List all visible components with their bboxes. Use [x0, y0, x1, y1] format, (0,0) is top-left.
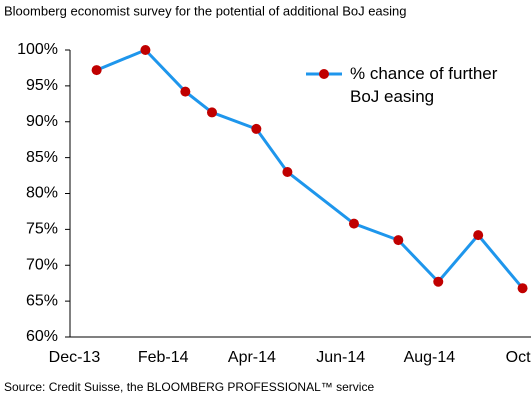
y-tick-label: 100%	[17, 41, 58, 58]
data-point	[140, 45, 151, 55]
y-tick-label: 80%	[26, 185, 58, 202]
y-tick-label: 70%	[26, 256, 58, 273]
data-point	[393, 235, 404, 246]
x-tick-label: Jun-14	[316, 349, 365, 366]
x-tick-label: Dec-13	[49, 349, 101, 366]
data-point	[517, 283, 528, 294]
data-point	[180, 86, 191, 97]
data-point	[473, 230, 484, 241]
data-point	[348, 218, 359, 229]
y-tick-label: 95%	[26, 77, 58, 94]
source-note: Source: Credit Suisse, the BLOOMBERG PRO…	[4, 380, 374, 394]
data-point	[282, 166, 293, 177]
data-point	[91, 65, 102, 76]
x-tick-label: Feb-14	[138, 349, 189, 366]
chart-title: Bloomberg economist survey for the poten…	[4, 3, 407, 18]
x-tick-label: Oct	[506, 349, 531, 366]
legend-label: % chance of further BoJ easing	[350, 64, 498, 106]
legend-marker	[319, 69, 329, 79]
x-tick-label: Aug-14	[404, 349, 456, 366]
y-tick-label: 75%	[26, 221, 58, 238]
data-point	[433, 276, 444, 287]
y-tick-label: 90%	[26, 113, 58, 130]
x-tick-label: Apr-14	[228, 349, 276, 366]
y-tick-label: 60%	[26, 328, 58, 345]
y-tick-label: 65%	[26, 292, 58, 309]
data-point	[206, 107, 217, 118]
y-tick-label: 85%	[26, 149, 58, 166]
data-point	[251, 123, 262, 134]
